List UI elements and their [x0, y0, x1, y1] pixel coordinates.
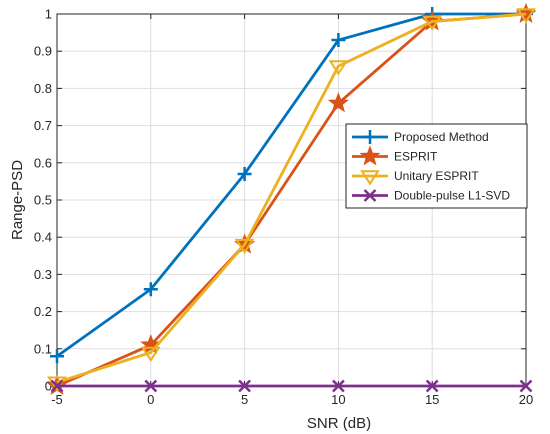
legend-label: Double-pulse L1-SVD — [394, 189, 510, 203]
y-tick-label: 0.5 — [34, 193, 52, 208]
data-point — [331, 33, 346, 48]
x-tick-label: 5 — [241, 392, 248, 407]
data-point — [425, 379, 439, 393]
y-tick-label: 0.8 — [34, 81, 52, 96]
series-double-pulse-l1-svd — [50, 379, 533, 393]
legend-marker — [359, 145, 381, 166]
data-point — [237, 166, 252, 181]
y-tick-label: 0.7 — [34, 118, 52, 133]
data-point — [238, 379, 251, 393]
legend: Proposed Method ESPRIT Unitary ESPRIT Doubl… — [345, 123, 528, 209]
legend-label: Proposed Method — [394, 130, 489, 144]
y-tick-label: 0.3 — [34, 267, 52, 282]
data-point — [327, 92, 349, 113]
legend-item: Double-pulse L1-SVD — [352, 189, 510, 203]
data-point — [140, 333, 162, 355]
x-tick-label: 15 — [425, 392, 439, 407]
legend-label: ESPRIT — [394, 150, 438, 164]
y-axis-label: Range-PSD — [9, 160, 26, 240]
y-tick-label: 1 — [45, 7, 52, 22]
legend-label: Unitary ESPRIT — [394, 169, 479, 183]
y-tick-label: 0.9 — [34, 44, 52, 59]
legend-item: Proposed Method — [352, 130, 489, 144]
y-tick-label: 0 — [45, 379, 52, 394]
y-tick-label: 0.1 — [34, 341, 52, 356]
legend-item: Unitary ESPRIT — [352, 169, 479, 186]
legend-marker — [363, 130, 377, 144]
y-tick-label: 0.6 — [34, 155, 52, 170]
series-line — [56, 12, 527, 384]
data-point — [143, 282, 158, 297]
y-tick-label: 0.2 — [34, 304, 52, 319]
legend-marker — [363, 189, 377, 202]
data-point — [516, 8, 536, 24]
y-tick-label: 0.4 — [34, 230, 52, 245]
data-point — [328, 60, 349, 76]
legend-marker — [360, 170, 380, 186]
data-point — [144, 379, 158, 393]
legend-item: ESPRIT — [352, 145, 438, 166]
data-point — [140, 346, 161, 362]
x-tick-label: -5 — [51, 392, 63, 407]
data-point — [50, 349, 64, 364]
series-group — [46, 2, 537, 396]
data-point — [519, 379, 533, 393]
data-point — [234, 238, 255, 255]
x-tick-label: 20 — [519, 392, 533, 407]
data-point — [422, 15, 443, 31]
x-axis-label: SNR (dB) — [307, 415, 371, 432]
series-line — [56, 12, 526, 358]
x-tick-label: 0 — [147, 392, 154, 407]
x-tick-label: 10 — [331, 392, 345, 407]
data-point — [50, 379, 64, 393]
data-point — [332, 379, 345, 393]
